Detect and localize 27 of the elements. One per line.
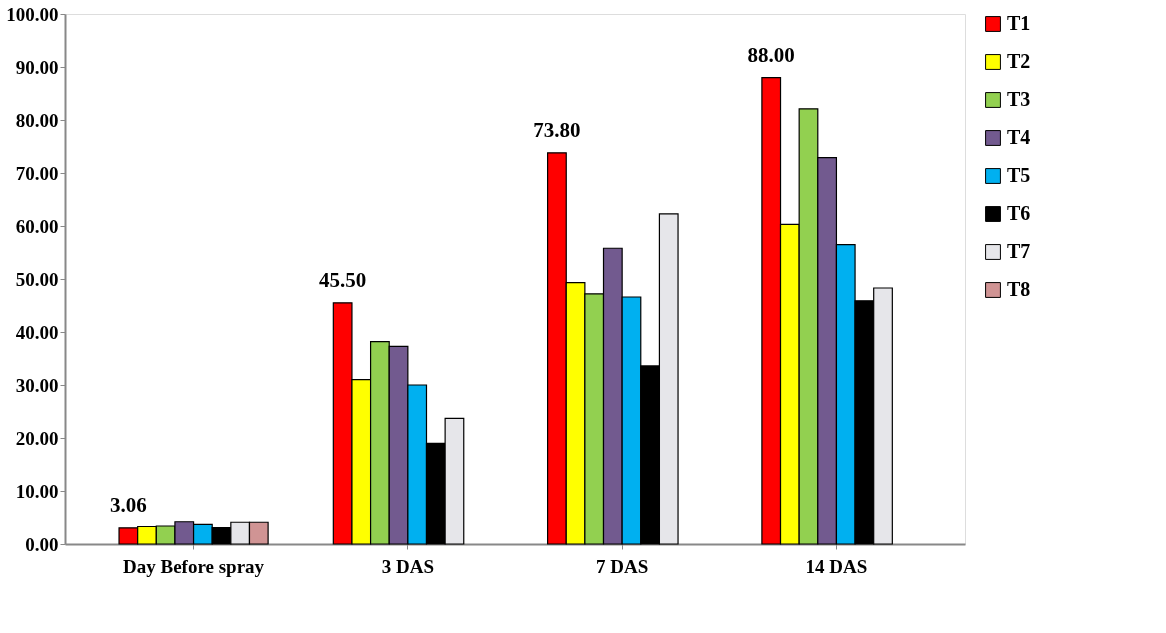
y-tick-label: 0.00 — [25, 533, 59, 555]
y-tick-label: 80.00 — [15, 109, 59, 131]
legend-label: T7 — [1007, 240, 1031, 262]
legend-label: T2 — [1007, 50, 1031, 72]
legend-label: T4 — [1007, 126, 1031, 148]
data-label: 73.80 — [533, 117, 581, 142]
legend-label: T6 — [1007, 202, 1031, 224]
data-label: 3.06 — [109, 492, 147, 517]
x-tick-label: 3 DAS — [381, 555, 434, 577]
legend-label: T5 — [1007, 164, 1031, 186]
y-tick-label: 70.00 — [15, 162, 59, 184]
y-tick-label: 10.00 — [15, 480, 59, 502]
legend-label: T1 — [1007, 12, 1031, 34]
x-tick-label: 7 DAS — [596, 555, 649, 577]
y-tick-label: 60.00 — [15, 215, 59, 237]
y-tick-label: 100.00 — [6, 3, 59, 25]
y-tick-label: 40.00 — [15, 321, 59, 343]
y-tick-label: 90.00 — [15, 56, 59, 78]
legend-label: T8 — [1007, 278, 1031, 300]
x-tick-label: 14 DAS — [805, 555, 868, 577]
y-tick-label: 30.00 — [15, 374, 59, 396]
x-tick-label: Day Before spray — [123, 555, 265, 577]
data-label: 45.50 — [319, 267, 367, 292]
y-tick-label: 20.00 — [15, 427, 59, 449]
y-tick-label: 50.00 — [15, 268, 59, 290]
legend-label: T3 — [1007, 88, 1031, 110]
data-label: 88.00 — [747, 42, 795, 67]
